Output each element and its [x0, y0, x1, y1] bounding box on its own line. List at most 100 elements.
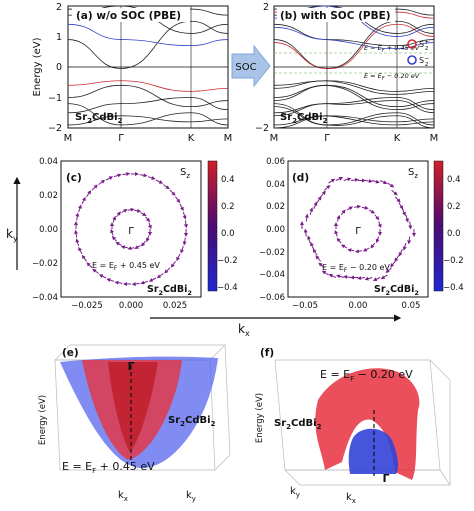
panel-f-blue-surface	[348, 428, 399, 474]
spin-arrow	[398, 249, 403, 257]
cbar-tick: −0.2	[443, 256, 464, 266]
spin-arrow	[140, 212, 147, 217]
kpoint-label: M	[64, 133, 73, 144]
spin-arrow	[98, 274, 107, 279]
spin-arrow	[122, 172, 131, 177]
spin-arrow	[179, 203, 184, 212]
legend-spin-down-marker	[407, 55, 417, 65]
spin-arrow	[364, 179, 373, 184]
spin-arrow	[175, 196, 181, 204]
spin-arrow	[310, 241, 315, 250]
panel-c-sz: Sz	[180, 167, 190, 180]
panel-a-bands	[67, 5, 229, 126]
cbar-tick: 0.4	[447, 175, 461, 185]
ytick: −2	[48, 123, 62, 134]
spin-arrow	[357, 276, 366, 281]
spin-arrow	[346, 206, 354, 211]
spin-arrow	[328, 178, 336, 184]
kpoint-label: M	[270, 133, 279, 144]
spin-arrow	[183, 220, 188, 229]
panel-e: (e) Γ Energy (eV) Sr2CdBi2 E = EF + 0.45…	[38, 344, 231, 503]
spin-arrow	[139, 173, 148, 178]
panel-b-kpoints: M Γ K M	[270, 133, 439, 144]
spin-arrow	[343, 274, 352, 279]
panel-d-frame	[287, 160, 429, 298]
spin-arrow	[368, 209, 376, 214]
cbar-tick: 0.4	[221, 175, 235, 185]
ytick: 0.04	[266, 180, 285, 190]
panel-a-title: (a) w/o SOC (PBE)	[76, 10, 181, 22]
band-line	[273, 26, 435, 50]
spin-arrow	[361, 205, 369, 210]
spin-arrow	[315, 255, 322, 262]
spin-arrow	[180, 245, 184, 254]
panel-a: (a) w/o SOC (PBE) Sr2CdBi2 Energy (eV) 2…	[32, 2, 232, 144]
panel-e-label: (e)	[62, 347, 79, 359]
band-line	[273, 84, 435, 108]
spin-arrow	[176, 253, 181, 262]
spin-arrow	[303, 228, 308, 237]
panel-c: (c) Sz Γ E = EF + 0.45 eV Sr2CdBi2 0.04 …	[32, 157, 238, 311]
spin-arrow	[391, 189, 398, 196]
ytick: −0.02	[259, 248, 285, 258]
spin-arrow	[111, 235, 117, 242]
spin-arrow	[408, 221, 413, 230]
panel-a-ylabel: Energy (eV)	[32, 37, 43, 96]
spin-arrow	[398, 202, 404, 210]
spin-arrow	[127, 207, 135, 212]
panel-f-label: (f)	[260, 347, 274, 359]
band-line	[67, 80, 229, 92]
spin-arrow	[81, 254, 87, 262]
panel-d-colorbar	[433, 160, 444, 292]
spin-arrow	[75, 212, 80, 221]
spin-arrow	[120, 245, 128, 250]
panel-f: (f) E = EF − 0.20 eV Energy (eV) Sr2CdBi…	[255, 347, 451, 505]
spin-arrow	[182, 211, 187, 220]
panel-a-kpoints: M Γ K M	[64, 133, 233, 144]
ytick: 0.02	[39, 191, 58, 201]
spin-arrow	[350, 177, 359, 182]
ytick: 0.04	[39, 157, 58, 167]
cbar-tick: 0.0	[221, 229, 235, 239]
panel-b-legend: S+ z S− z	[407, 39, 429, 68]
spin-arrow	[340, 209, 346, 216]
spin-arrow	[402, 242, 407, 251]
band-line	[273, 80, 435, 95]
spin-arrow	[370, 242, 376, 249]
band-line	[273, 20, 435, 69]
panel-c-spin-texture	[74, 172, 188, 286]
kx-axis-label: kx	[238, 322, 250, 338]
band-line	[273, 23, 435, 69]
panel-e-gamma: Γ	[127, 360, 134, 373]
spin-arrow	[155, 179, 164, 184]
panel-c-material: Sr2CdBi2	[147, 284, 192, 297]
cbar-tick: −0.2	[217, 256, 238, 266]
spin-arrow	[112, 215, 117, 223]
spin-arrow	[147, 176, 156, 180]
panel-c-colorbar	[207, 160, 218, 292]
spin-arrow	[328, 274, 337, 278]
ytick: −0.04	[32, 293, 58, 303]
spin-arrow	[362, 247, 370, 252]
panel-b-material: Sr2CdBi2	[280, 112, 328, 125]
spin-arrow	[407, 236, 412, 245]
band-line	[273, 106, 435, 129]
spin-arrow	[380, 274, 388, 280]
spin-arrow	[113, 173, 122, 178]
soc-arrow: SOC	[231, 44, 271, 88]
spin-arrow	[115, 241, 122, 246]
xtick: −0.025	[71, 301, 102, 311]
spin-arrow	[336, 237, 342, 244]
cbar-tick: 0.2	[447, 202, 461, 212]
soc-label: SOC	[235, 62, 256, 73]
ytick: 0.00	[266, 225, 285, 235]
panel-e-zlabel: Energy (eV)	[38, 395, 48, 445]
panel-a-material: Sr2CdBi2	[75, 112, 123, 125]
kpoint-label: K	[394, 133, 401, 144]
kpoint-label: K	[188, 133, 195, 144]
ytick: −0.06	[259, 293, 285, 303]
spin-arrow	[78, 204, 82, 213]
ytick: −0.02	[32, 259, 58, 269]
panel-f-energy: E = EF − 0.20 eV	[320, 368, 413, 383]
ytick: 2	[263, 2, 269, 13]
